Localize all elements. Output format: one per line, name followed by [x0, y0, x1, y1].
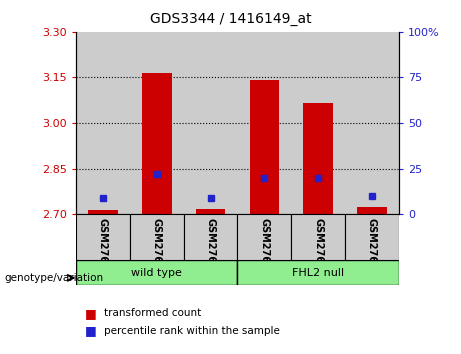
Bar — [142, 73, 171, 214]
Text: GSM276428: GSM276428 — [206, 218, 216, 283]
Bar — [237, 214, 291, 260]
Text: GSM276423: GSM276423 — [259, 218, 269, 283]
Text: GSM276426: GSM276426 — [98, 218, 108, 283]
Bar — [237, 260, 399, 285]
Text: ■: ■ — [85, 325, 97, 337]
Bar — [237, 32, 291, 214]
Text: FHL2 null: FHL2 null — [292, 268, 344, 278]
Text: GSM276427: GSM276427 — [152, 218, 162, 283]
Bar — [357, 207, 387, 214]
Bar — [291, 32, 345, 214]
Bar — [291, 214, 345, 260]
Bar — [303, 103, 333, 214]
Bar — [196, 209, 225, 214]
Text: percentile rank within the sample: percentile rank within the sample — [104, 326, 280, 336]
Bar — [88, 210, 118, 214]
Text: genotype/variation: genotype/variation — [5, 273, 104, 283]
Bar — [76, 32, 130, 214]
Text: GSM276424: GSM276424 — [313, 218, 323, 283]
Text: GSM276425: GSM276425 — [367, 218, 377, 283]
Text: transformed count: transformed count — [104, 308, 201, 318]
Bar — [130, 32, 183, 214]
Bar — [249, 80, 279, 214]
Text: GDS3344 / 1416149_at: GDS3344 / 1416149_at — [150, 12, 311, 27]
Bar — [183, 32, 237, 214]
Bar — [345, 32, 399, 214]
Bar — [183, 214, 237, 260]
Bar — [345, 214, 399, 260]
Bar — [130, 214, 183, 260]
Bar — [76, 260, 237, 285]
Bar — [76, 214, 130, 260]
Text: ■: ■ — [85, 307, 97, 320]
Text: wild type: wild type — [131, 268, 182, 278]
